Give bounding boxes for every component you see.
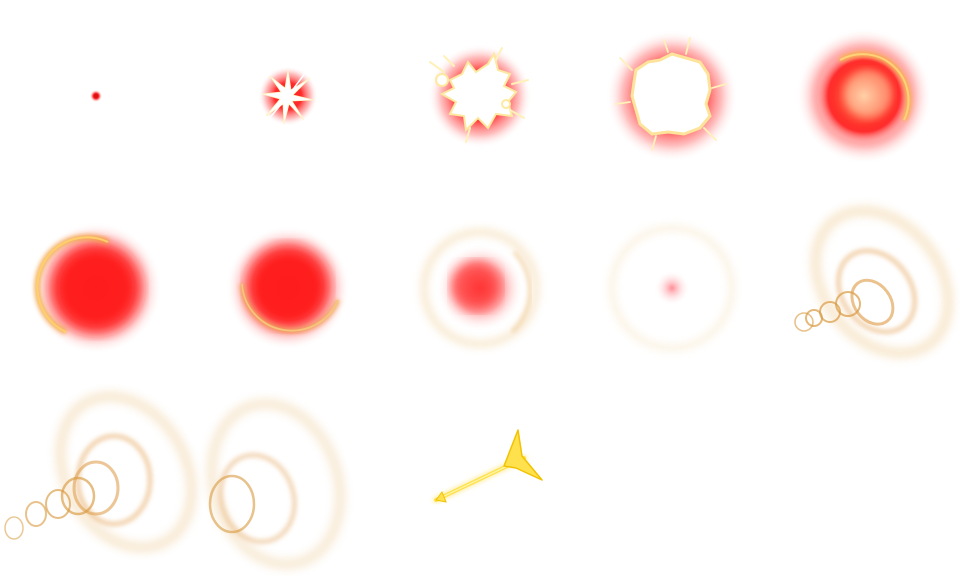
frame-3-white-splash-burst bbox=[384, 0, 576, 192]
frame-13-golden-arrow bbox=[384, 384, 576, 576]
frame-11-shockwave-rings-spread bbox=[0, 384, 198, 576]
frame-7-red-glow-bottom-arc bbox=[192, 192, 384, 384]
frame-4-large-white-flash bbox=[576, 0, 768, 192]
frame-1-tiny-red-dot bbox=[0, 0, 192, 192]
frame-9-faint-dot-halo bbox=[576, 192, 768, 384]
frame-10-shockwave-rings bbox=[768, 192, 960, 384]
frame-8-fading-glow-halo bbox=[384, 192, 576, 384]
frame-2-star-burst bbox=[192, 0, 384, 192]
frame-5-red-glow-gold-rim bbox=[768, 0, 960, 192]
frame-15-empty bbox=[768, 384, 960, 576]
frame-12-shockwave-rings-fading bbox=[192, 384, 384, 576]
frame-14-empty bbox=[576, 384, 768, 576]
frame-6-red-glow-left-arc bbox=[0, 192, 192, 384]
